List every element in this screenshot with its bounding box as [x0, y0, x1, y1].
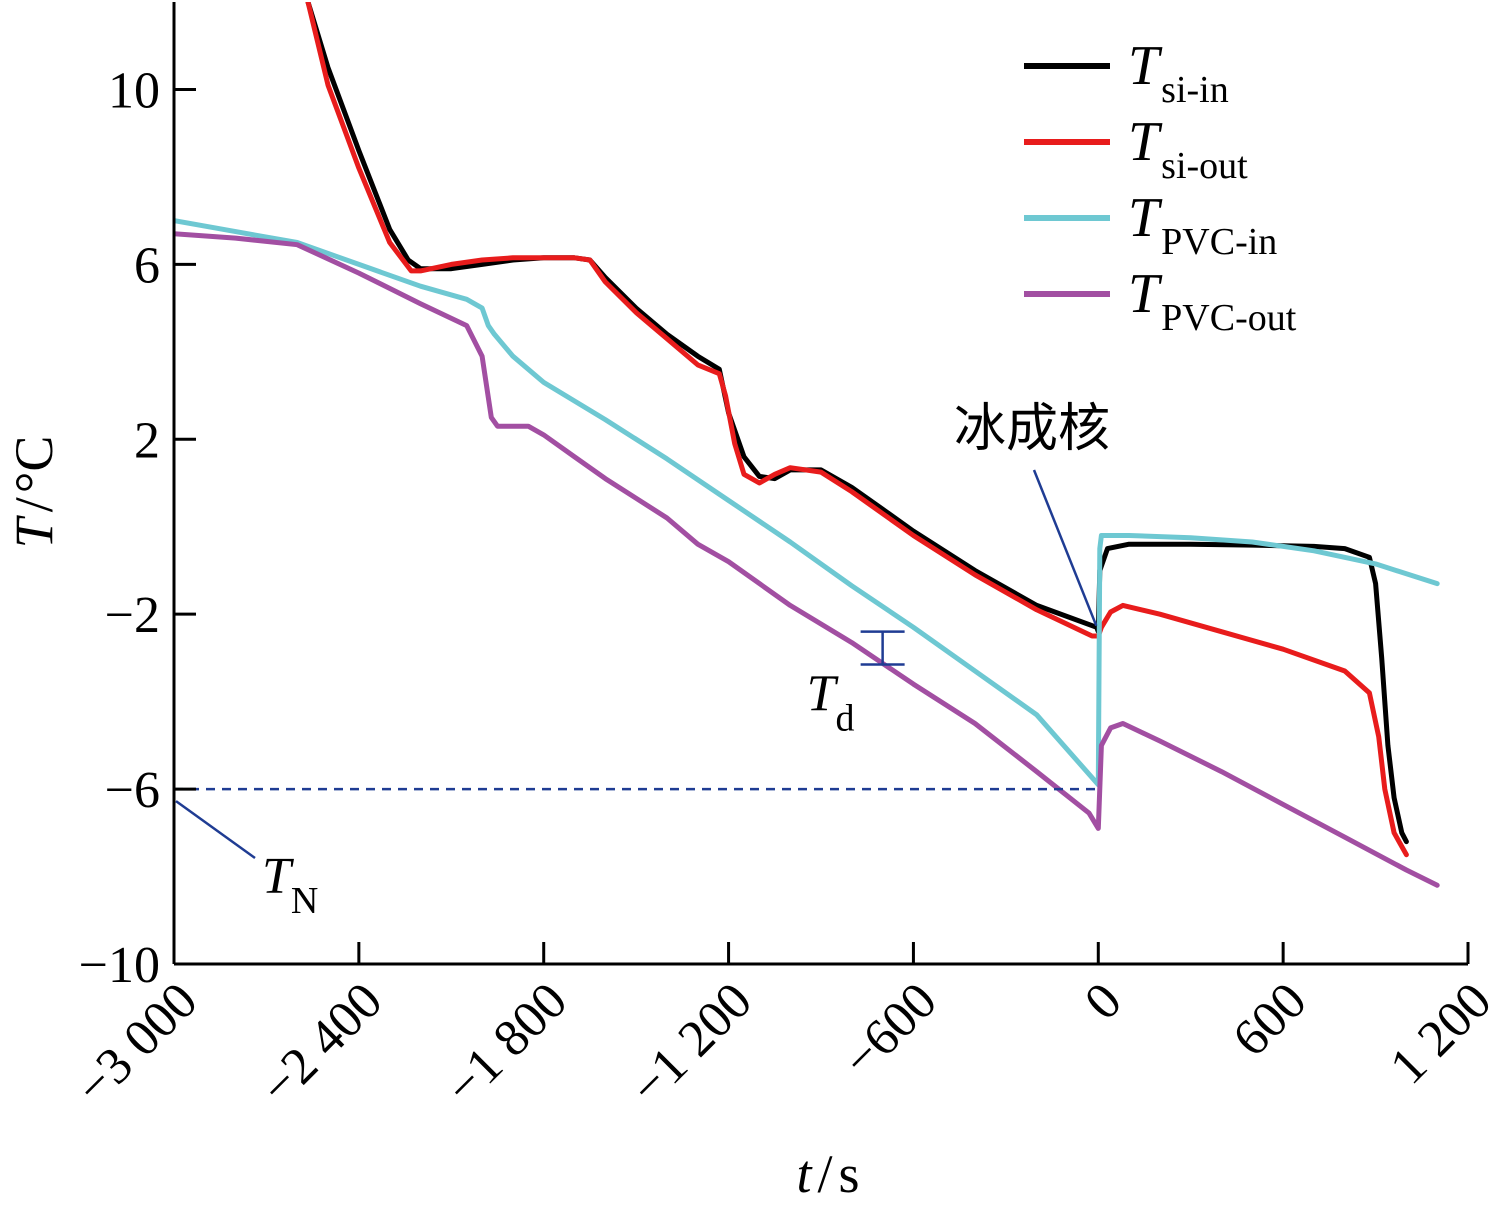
legend-item-si_in: Tsi-in: [1024, 35, 1229, 111]
y-tick-label: 6: [134, 237, 160, 294]
legend-label-sub: PVC-out: [1161, 297, 1297, 339]
tn-label-main: T: [262, 848, 294, 905]
x-tick-label: −1 200: [619, 972, 763, 1116]
legend-label-main: T: [1128, 111, 1163, 173]
legend-label: TPVC-in: [1128, 187, 1277, 263]
series-line-si_out: [305, 2, 1409, 858]
y-axis-title: T / °C: [4, 436, 64, 549]
y-axis-title-var: T: [4, 514, 64, 548]
y-tick-label: −2: [105, 587, 160, 644]
x-axis-title-unit: s: [839, 1144, 860, 1204]
legend-label-sub: si-in: [1161, 69, 1229, 111]
legend-label-sub: PVC-in: [1161, 221, 1277, 263]
legend-label: TPVC-out: [1128, 263, 1297, 339]
y-tick-label: −6: [105, 762, 160, 819]
x-axis-title-var: t: [796, 1144, 813, 1204]
x-tick-label: 0: [1074, 972, 1133, 1031]
nucleation-leader-line: [1032, 469, 1098, 627]
x-tick-label: −2 400: [250, 972, 394, 1116]
y-ticks: −10 −6 −2 2 6 10: [79, 62, 196, 994]
y-tick-label: −10: [79, 937, 160, 994]
tn-leader-line: [175, 800, 256, 860]
y-tick-label: 10: [108, 62, 160, 119]
legend-item-pvc_in: TPVC-in: [1024, 187, 1277, 263]
td-label-main: T: [807, 665, 839, 722]
legend-label-main: T: [1128, 263, 1163, 325]
tn-label-sub: N: [291, 880, 318, 922]
y-axis-title-sep: /: [4, 497, 64, 512]
y-tick-label: 2: [134, 412, 160, 469]
x-tick-label: −1 800: [434, 972, 578, 1116]
legend-label: Tsi-in: [1128, 35, 1229, 111]
legend-item-si_out: Tsi-out: [1024, 111, 1248, 187]
legend-label: Tsi-out: [1128, 111, 1248, 187]
x-ticks: −3 000 −2 400 −1 800 −1 200 −600 0 600 1 200: [65, 942, 1502, 1116]
series-line-pvc_in: [174, 218, 1440, 788]
legend-label-sub: si-out: [1161, 145, 1248, 187]
x-axis-title-sep: /: [817, 1144, 832, 1204]
legend-item-pvc_out: TPVC-out: [1024, 263, 1297, 339]
series-layer: [174, 2, 1440, 888]
y-axis-title-text: T / °C: [4, 436, 64, 549]
legend-label-main: T: [1128, 187, 1163, 249]
td-label: Td: [807, 665, 855, 739]
axes: −3 000 −2 400 −1 800 −1 200 −600 0 600 1 200 −1…: [65, 2, 1502, 1116]
series-line-pvc_out: [174, 231, 1440, 888]
x-axis-title: t / s: [796, 1144, 859, 1204]
x-tick-label: 1 200: [1379, 972, 1502, 1095]
td-label-sub: d: [836, 697, 855, 739]
legend-label-main: T: [1128, 35, 1163, 97]
y-axis-title-unit: °C: [4, 436, 64, 494]
series-line-si_in: [305, 2, 1409, 845]
x-tick-label: −600: [832, 972, 948, 1088]
x-tick-label: 600: [1222, 972, 1317, 1067]
tn-label: TN: [262, 848, 318, 922]
nucleation-label: 冰成核: [954, 401, 1110, 458]
